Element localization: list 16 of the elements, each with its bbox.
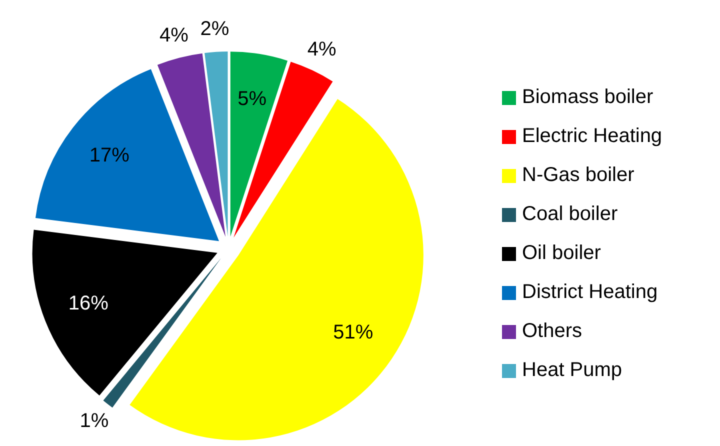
data-label: 51% [333,322,374,344]
legend-label: Oil boiler [522,242,601,265]
legend-label: Heat Pump [522,359,622,382]
data-label: 1% [80,410,109,432]
data-label: 4% [160,24,189,47]
legend-label: N-Gas boiler [522,164,634,187]
legend-label: District Heating [522,281,658,304]
data-label: 2% [200,18,230,40]
data-label: 4% [307,38,336,61]
data-label: 17% [89,144,130,167]
legend-label: Electric Heating [522,125,662,148]
data-label: 5% [238,88,267,110]
legend-label: Biomass boiler [522,86,654,109]
data-label: 16% [68,292,109,315]
legend-label: Coal boiler [522,203,618,226]
legend-label: Others [522,320,582,343]
